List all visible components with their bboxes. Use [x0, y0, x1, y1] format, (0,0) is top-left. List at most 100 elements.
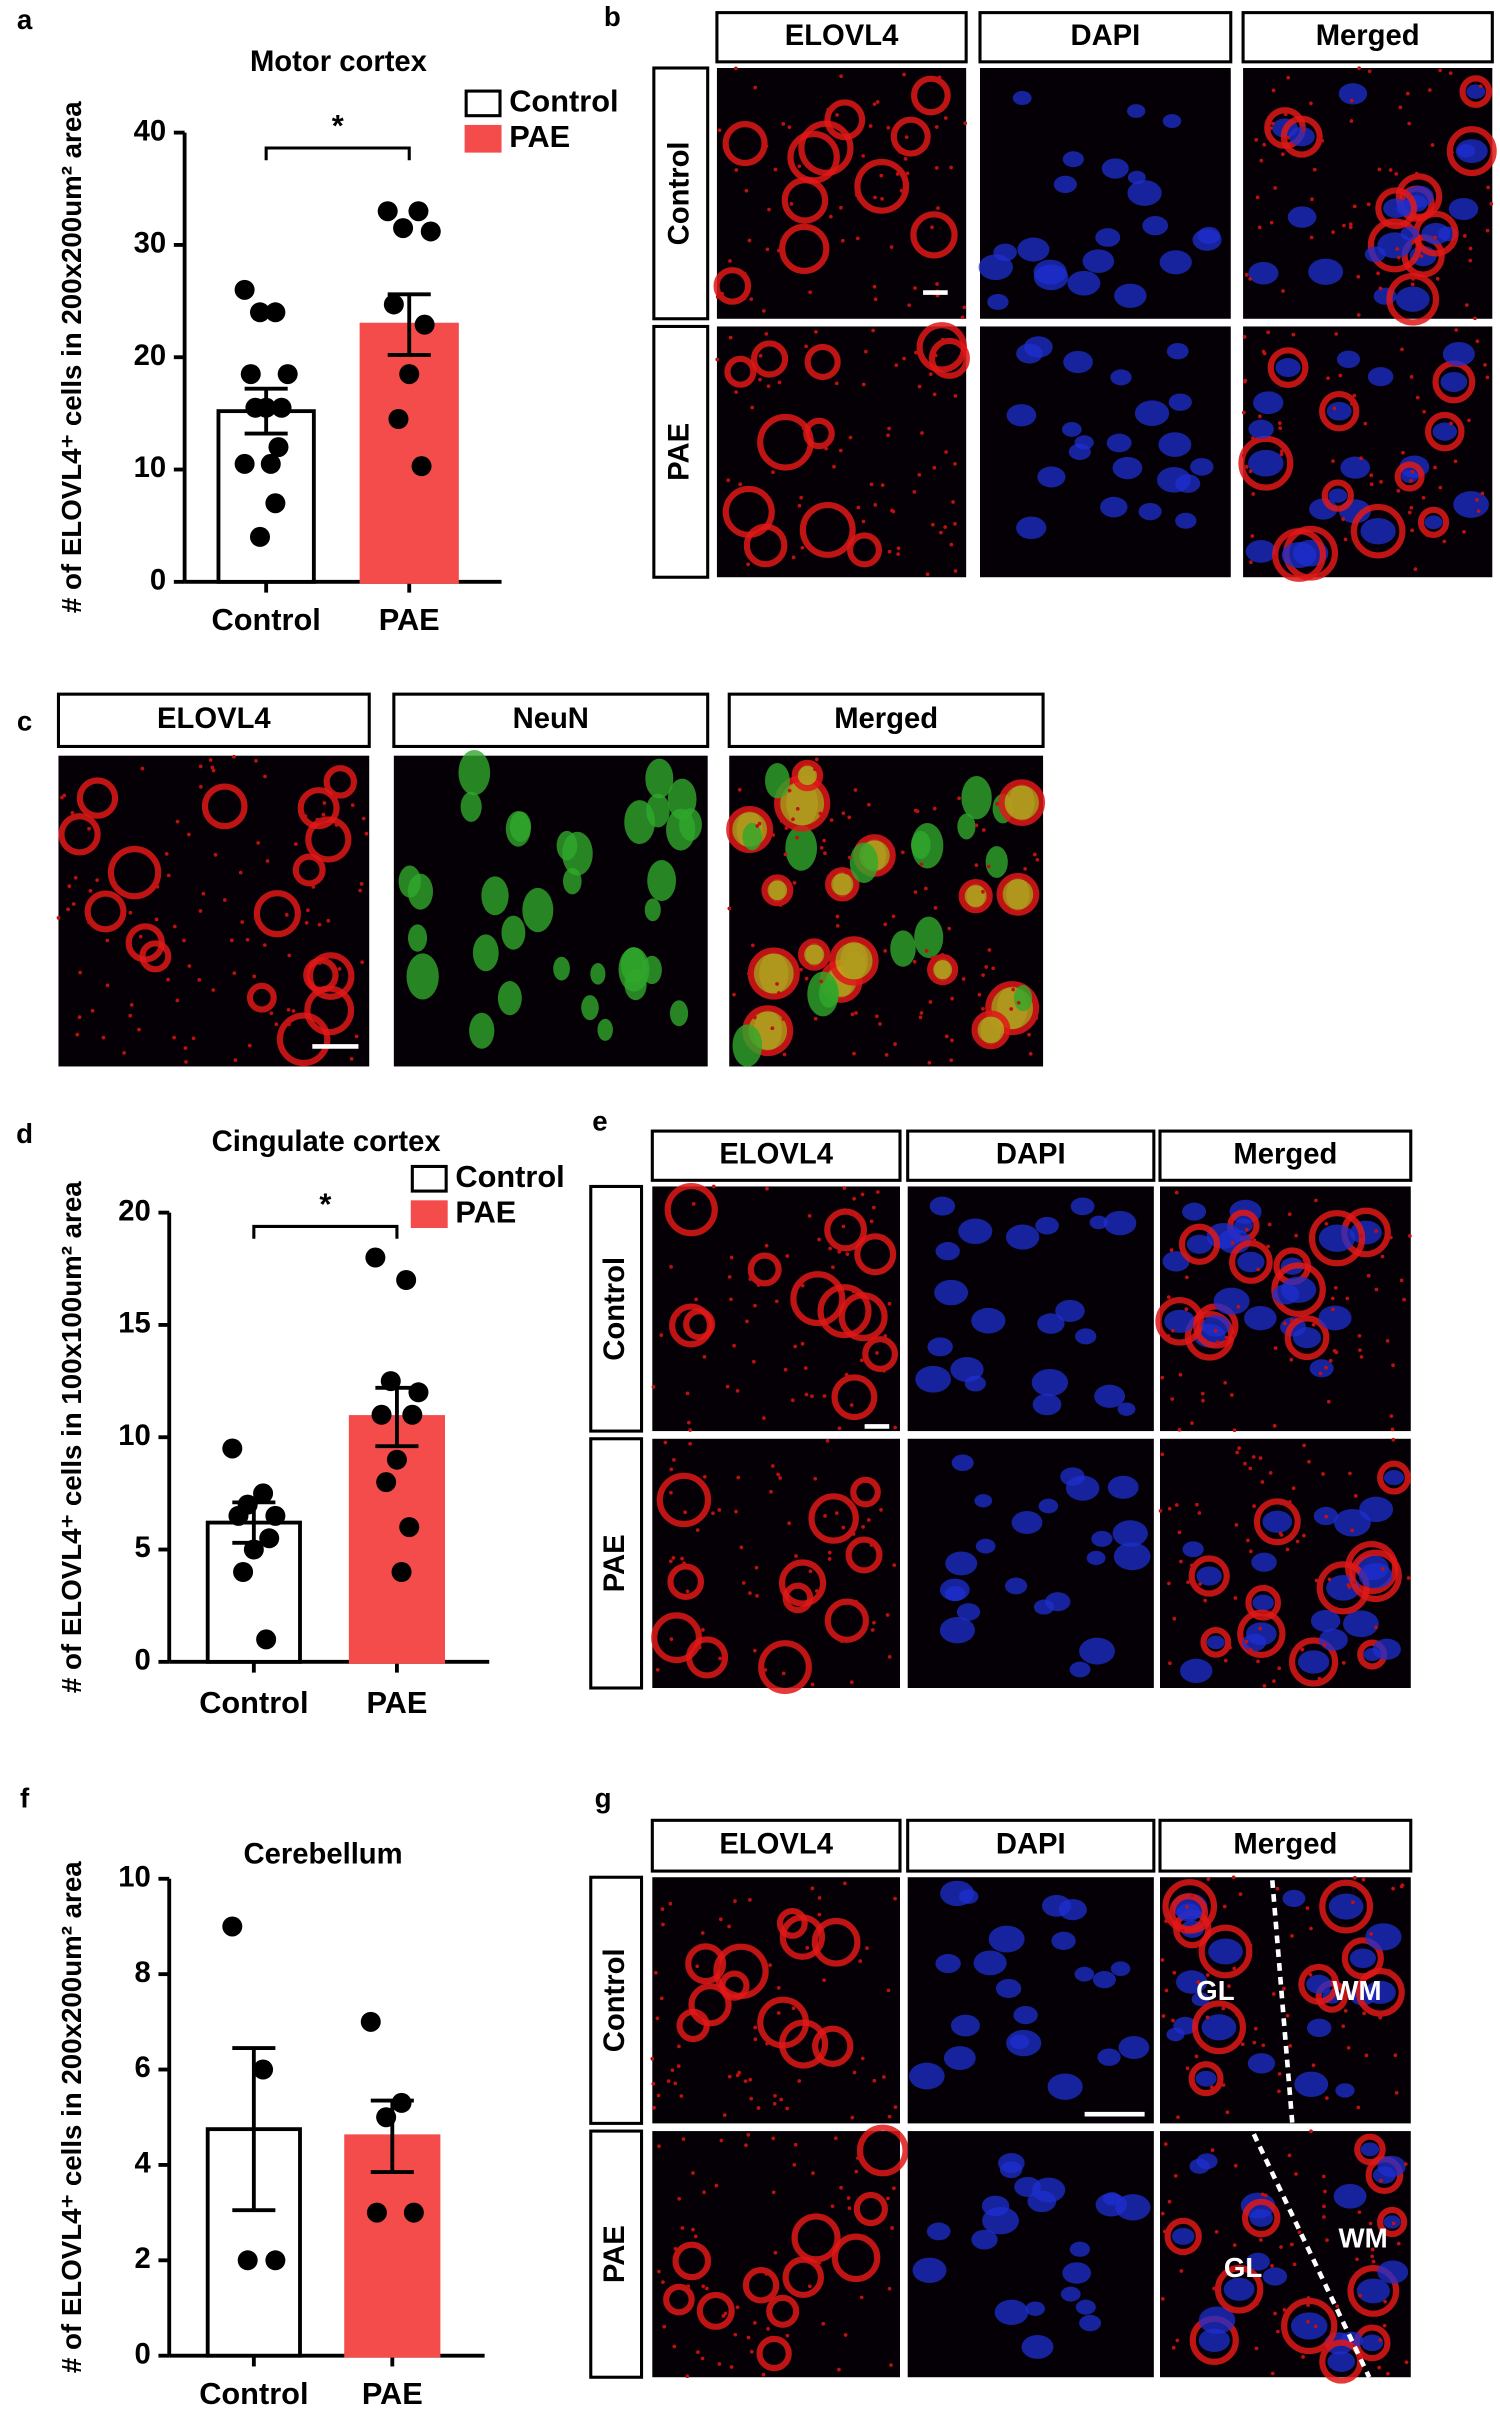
- speck: [850, 2115, 855, 2120]
- speck: [679, 2094, 684, 2098]
- speck: [1228, 1645, 1232, 1650]
- speck: [269, 1011, 274, 1016]
- cell: [1377, 1460, 1411, 1495]
- speck: [1331, 230, 1335, 234]
- speck: [677, 2196, 682, 2201]
- speck: [1376, 271, 1380, 276]
- speck: [833, 2136, 838, 2141]
- speck: [817, 1896, 822, 1900]
- speck: [1306, 2296, 1311, 2300]
- speck: [1364, 2053, 1369, 2058]
- panel-letter: c: [17, 706, 32, 737]
- neuron: [765, 763, 790, 799]
- micrograph: [1243, 66, 1497, 326]
- speck: [105, 938, 110, 943]
- speck: [1189, 1563, 1194, 1568]
- speck: [198, 909, 203, 913]
- speck: [1318, 1371, 1323, 1376]
- nucleus: [1127, 180, 1162, 206]
- nucleus: [1118, 2035, 1150, 2060]
- speck: [1279, 1533, 1284, 1537]
- speck: [78, 970, 83, 975]
- data-point: [222, 1438, 243, 1459]
- nucleus: [1356, 2278, 1390, 2304]
- speck: [852, 1196, 856, 1201]
- speck: [843, 2333, 848, 2337]
- speck: [1374, 1287, 1379, 1292]
- speck: [1273, 1346, 1278, 1350]
- cell: [722, 121, 768, 167]
- speck: [896, 546, 901, 551]
- legend-label: PAE: [509, 119, 570, 154]
- speck: [1249, 1549, 1253, 1554]
- speck: [1011, 987, 1016, 992]
- speck: [333, 980, 337, 985]
- speck: [875, 100, 880, 104]
- error-bar: [232, 2046, 276, 2213]
- nucleus: [974, 1494, 993, 1508]
- cell: [742, 2266, 780, 2304]
- data-point: [420, 221, 441, 242]
- speck: [1254, 2346, 1259, 2351]
- significance-label: *: [319, 1187, 331, 1222]
- nucleus: [1112, 1520, 1148, 1547]
- micrograph: [1160, 2129, 1411, 2384]
- speck: [1380, 1254, 1385, 1259]
- nucleus: [1166, 343, 1189, 360]
- speck: [182, 938, 186, 943]
- speck: [1302, 366, 1306, 370]
- speck: [1297, 1316, 1302, 1320]
- column-label: DAPI: [996, 1138, 1066, 1170]
- nucleus: [915, 1365, 951, 1393]
- speck: [778, 1476, 782, 1480]
- speck: [1462, 530, 1466, 534]
- speck: [817, 1237, 821, 1242]
- speck: [748, 1277, 753, 1281]
- neuron: [644, 898, 661, 922]
- speck: [232, 754, 236, 759]
- speck: [927, 1060, 932, 1065]
- speck: [1271, 121, 1275, 126]
- speck: [1355, 2257, 1359, 2262]
- speck: [1289, 2242, 1294, 2247]
- speck: [727, 2074, 732, 2079]
- data-point: [360, 2011, 381, 2032]
- cell: [1315, 1980, 1348, 2013]
- speck: [933, 353, 938, 358]
- nucleus: [939, 1578, 970, 1601]
- speck: [859, 2295, 864, 2300]
- speck: [896, 552, 900, 556]
- speck: [720, 291, 725, 296]
- speck: [755, 1594, 759, 1598]
- speck: [742, 296, 747, 301]
- data-point: [245, 397, 266, 418]
- speck: [925, 572, 930, 577]
- speck: [717, 1508, 722, 1512]
- speck: [773, 2093, 777, 2098]
- nucleus: [1058, 1899, 1087, 1921]
- speck: [764, 144, 769, 149]
- neuron: [679, 808, 702, 841]
- micrograph: [393, 749, 708, 1067]
- speck: [1414, 171, 1419, 176]
- data-point: [388, 409, 409, 429]
- cell: [853, 2191, 888, 2227]
- nucleus: [939, 1617, 975, 1644]
- speck: [835, 923, 840, 928]
- speck: [1324, 1221, 1329, 1226]
- cell: [1164, 2217, 1202, 2256]
- speck: [1171, 1328, 1175, 1333]
- speck: [984, 965, 989, 969]
- speck: [655, 2016, 660, 2021]
- nucleus: [1248, 261, 1279, 285]
- data-point: [277, 364, 298, 385]
- speck: [1172, 1970, 1177, 1975]
- speck: [981, 973, 985, 977]
- panel-letter: f: [20, 1783, 30, 1814]
- speck: [771, 2190, 776, 2195]
- speck: [808, 290, 812, 295]
- nucleus: [1383, 2215, 1401, 2229]
- speck: [199, 784, 203, 789]
- data-point: [253, 1483, 274, 1504]
- speck: [890, 508, 894, 513]
